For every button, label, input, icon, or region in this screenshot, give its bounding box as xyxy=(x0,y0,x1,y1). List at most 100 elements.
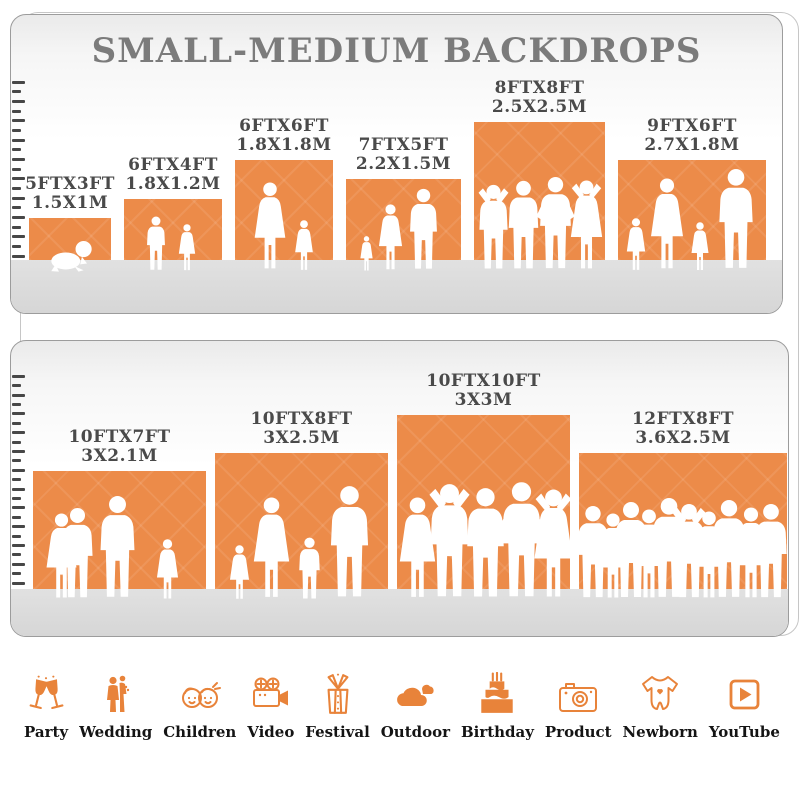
category-label: Birthday xyxy=(460,723,534,741)
backdrop-12ftx8ft: 12FTX8FT 3.6X2.5M xyxy=(577,410,787,598)
ruler-minor-tick xyxy=(11,572,21,576)
backdrop-5ftx3ft: 5FTX3FT 1.5X1M xyxy=(25,175,114,272)
ruler-tick-5: 5 xyxy=(11,177,25,181)
ruler-tick-7: 7 xyxy=(11,138,25,142)
ruler-tick-8: 8 xyxy=(11,449,25,453)
backdrop-8ftx8ft: 8FTX8FT 2.5X2.5M xyxy=(474,79,605,269)
people-silhouettes-two-children xyxy=(147,216,196,271)
photo-camera-icon xyxy=(556,670,600,716)
backdrop-size-label: 10FTX10FT 3X3M xyxy=(426,371,541,410)
wedding-couple-icon xyxy=(96,670,136,716)
ruler-minor-tick xyxy=(11,148,21,152)
category-label: YouTube xyxy=(708,723,780,741)
ruler-minor-tick xyxy=(11,384,21,388)
category-label: Festival xyxy=(305,723,370,741)
category-label: Product xyxy=(544,723,612,741)
category-product: Product xyxy=(545,670,612,741)
ruler-minor-tick xyxy=(11,553,21,557)
ruler-tick-2: 2 xyxy=(11,235,25,239)
ruler-tick-6: 6 xyxy=(11,487,25,491)
people-silhouettes-four-adults xyxy=(478,176,603,269)
backdrop-10ftx7ft: 10FTX7FT 3X2.1M xyxy=(33,428,206,599)
ruler-minor-tick xyxy=(11,225,21,229)
ruler-tick-1: 1 xyxy=(11,581,25,585)
people-silhouettes-crawling-baby xyxy=(51,240,92,272)
cloud-icon xyxy=(393,670,437,716)
ruler-tick-10: 10 xyxy=(11,412,25,416)
ruler-minor-tick xyxy=(11,167,21,171)
category-label: Children xyxy=(163,723,237,741)
ruler-minor-tick xyxy=(11,534,21,538)
backdrop-10ftx10ft: 10FTX10FT 3X3M xyxy=(397,372,573,597)
category-festival: Festival xyxy=(305,670,370,741)
category-party: Party xyxy=(24,670,68,741)
ruler-tick-1: 1 xyxy=(11,254,25,258)
backdrop-size-label: 9FTX6FT 2.7X1.8M xyxy=(644,116,740,155)
category-label: Wedding xyxy=(79,723,153,741)
ruler-minor-tick xyxy=(11,244,21,248)
backdrop-7ftx5ft: 7FTX5FT 2.2X1.5M xyxy=(346,136,461,271)
category-newborn: Newborn xyxy=(622,670,698,741)
backdrop-row: 10FTX7FT 3X2.1M 10FTX8FT 3X2.5M 10FTX10F… xyxy=(33,372,787,599)
ruler-minor-tick xyxy=(11,515,21,519)
ruler-minor-tick xyxy=(11,109,21,113)
backdrop-size-label: 10FTX8FT 3X2.5M xyxy=(250,409,353,448)
ruler-minor-tick xyxy=(11,206,21,210)
backdrop-size-label: 10FTX7FT 3X2.1M xyxy=(68,427,171,466)
category-label: Outdoor xyxy=(380,723,451,741)
ruler-minor-tick xyxy=(11,440,21,444)
category-row: Party Wedding xyxy=(24,670,780,741)
children-faces-icon xyxy=(177,670,223,716)
ruler-tick-11: 11 xyxy=(11,393,25,397)
floor-strip xyxy=(11,260,782,313)
ruler-tick-3: 3 xyxy=(11,215,25,219)
backdrop-6ftx6ft: 6FTX6FT 1.8X1.8M xyxy=(235,117,333,270)
backdrop-size-label: 5FTX3FT 1.5X1M xyxy=(25,174,115,213)
backdrop-size-label: 6FTX6FT 1.8X1.8M xyxy=(236,116,332,155)
ruler-tick-6: 6 xyxy=(11,158,25,161)
backdrop-10ftx8ft: 10FTX8FT 3X2.5M xyxy=(215,410,388,599)
category-children: Children xyxy=(163,670,236,741)
ruler-tick-3: 3 xyxy=(11,543,25,547)
people-silhouettes-mother-and-child xyxy=(254,182,313,270)
page-title: SMALL-MEDIUM BACKDROPS xyxy=(91,31,702,71)
ruler-tick-7: 7 xyxy=(11,468,25,472)
ruler-tick-5: 5 xyxy=(11,506,25,510)
floor-strip xyxy=(11,589,788,636)
party-glasses-icon xyxy=(25,670,67,716)
gift-box-icon xyxy=(317,670,359,716)
ruler-tick-9: 9 xyxy=(11,100,25,104)
ruler-tick-4: 4 xyxy=(11,525,25,529)
people-silhouettes-family-of-four xyxy=(626,169,753,270)
youtube-play-icon xyxy=(724,670,764,716)
category-video: Video xyxy=(247,670,294,741)
category-outdoor: Outdoor xyxy=(381,670,450,741)
backdrop-6ftx4ft: 6FTX4FT 1.8X1.2M xyxy=(124,156,222,271)
ruler-tick-9: 9 xyxy=(11,431,25,435)
people-silhouettes-family-of-three xyxy=(360,188,437,271)
baby-onesie-icon xyxy=(638,670,682,716)
people-silhouettes-group-of-adults xyxy=(577,498,787,598)
ruler-minor-tick xyxy=(11,187,21,190)
category-wedding: Wedding xyxy=(79,670,152,741)
backdrop-size-label: 8FTX8FT 2.5X2.5M xyxy=(491,78,588,117)
ruler-minor-tick xyxy=(11,402,21,406)
ruler-minor-tick xyxy=(11,90,21,94)
ruler-minor-tick xyxy=(11,478,21,482)
ruler-minor-tick xyxy=(11,129,21,133)
category-label: Newborn xyxy=(622,723,698,741)
backdrop-size-label: 12FTX8FT 3.6X2.5M xyxy=(631,409,735,448)
ruler-tick-10: 10 xyxy=(11,80,25,84)
backdrop-size-label: 6FTX4FT 1.8X1.2M xyxy=(125,155,221,194)
category-youtube: YouTube xyxy=(709,670,780,741)
ruler-minor-tick xyxy=(11,496,21,500)
backdrop-9ftx6ft: 9FTX6FT 2.7X1.8M xyxy=(618,117,766,270)
ruler-tick-12: 12 xyxy=(11,374,25,378)
people-silhouettes-five-adults xyxy=(399,482,573,597)
people-silhouettes-family-of-four xyxy=(229,486,369,599)
people-silhouettes-family-of-four xyxy=(46,496,179,599)
category-label: Video xyxy=(247,723,295,741)
backdrop-size-label: 7FTX5FT 2.2X1.5M xyxy=(355,135,452,174)
ruler-minor-tick xyxy=(11,421,21,425)
